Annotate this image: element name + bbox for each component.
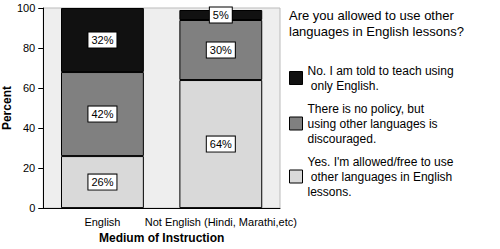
svg-text:Percent: Percent	[0, 86, 14, 130]
svg-text:English: English	[84, 216, 120, 228]
svg-text:60: 60	[23, 82, 35, 94]
svg-text:Not English (Hindi, Marathi,et: Not English (Hindi, Marathi,etc)	[145, 216, 297, 228]
svg-text:No. I am told to teach using: No. I am told to teach using	[308, 64, 454, 78]
svg-text:Yes. I'm allowed/free to use: Yes. I'm allowed/free to use	[308, 155, 454, 169]
svg-text:32%: 32%	[91, 34, 113, 46]
svg-text:20: 20	[23, 162, 35, 174]
svg-text:other languages in English: other languages in English	[308, 170, 456, 184]
svg-text:discouraged.: discouraged.	[308, 132, 377, 146]
svg-text:40: 40	[23, 122, 35, 134]
svg-text:languages in English lessons?: languages in English lessons?	[289, 24, 464, 39]
svg-text:Are you allowed to use other: Are you allowed to use other	[289, 8, 457, 23]
svg-text:using other languages is: using other languages is	[308, 117, 441, 131]
svg-text:5%: 5%	[213, 9, 229, 21]
svg-text:64%: 64%	[210, 138, 232, 150]
svg-text:only English.: only English.	[308, 79, 379, 93]
svg-text:26%: 26%	[91, 176, 113, 188]
svg-text:42%: 42%	[91, 108, 113, 120]
svg-text:Medium of Instruction: Medium of Instruction	[99, 231, 224, 245]
svg-text:80: 80	[23, 42, 35, 54]
svg-text:100: 100	[17, 2, 35, 14]
svg-text:0: 0	[29, 202, 35, 214]
svg-text:There is no policy, but: There is no policy, but	[308, 102, 428, 116]
svg-text:lessons.: lessons.	[308, 185, 352, 199]
svg-text:30%: 30%	[210, 44, 232, 56]
